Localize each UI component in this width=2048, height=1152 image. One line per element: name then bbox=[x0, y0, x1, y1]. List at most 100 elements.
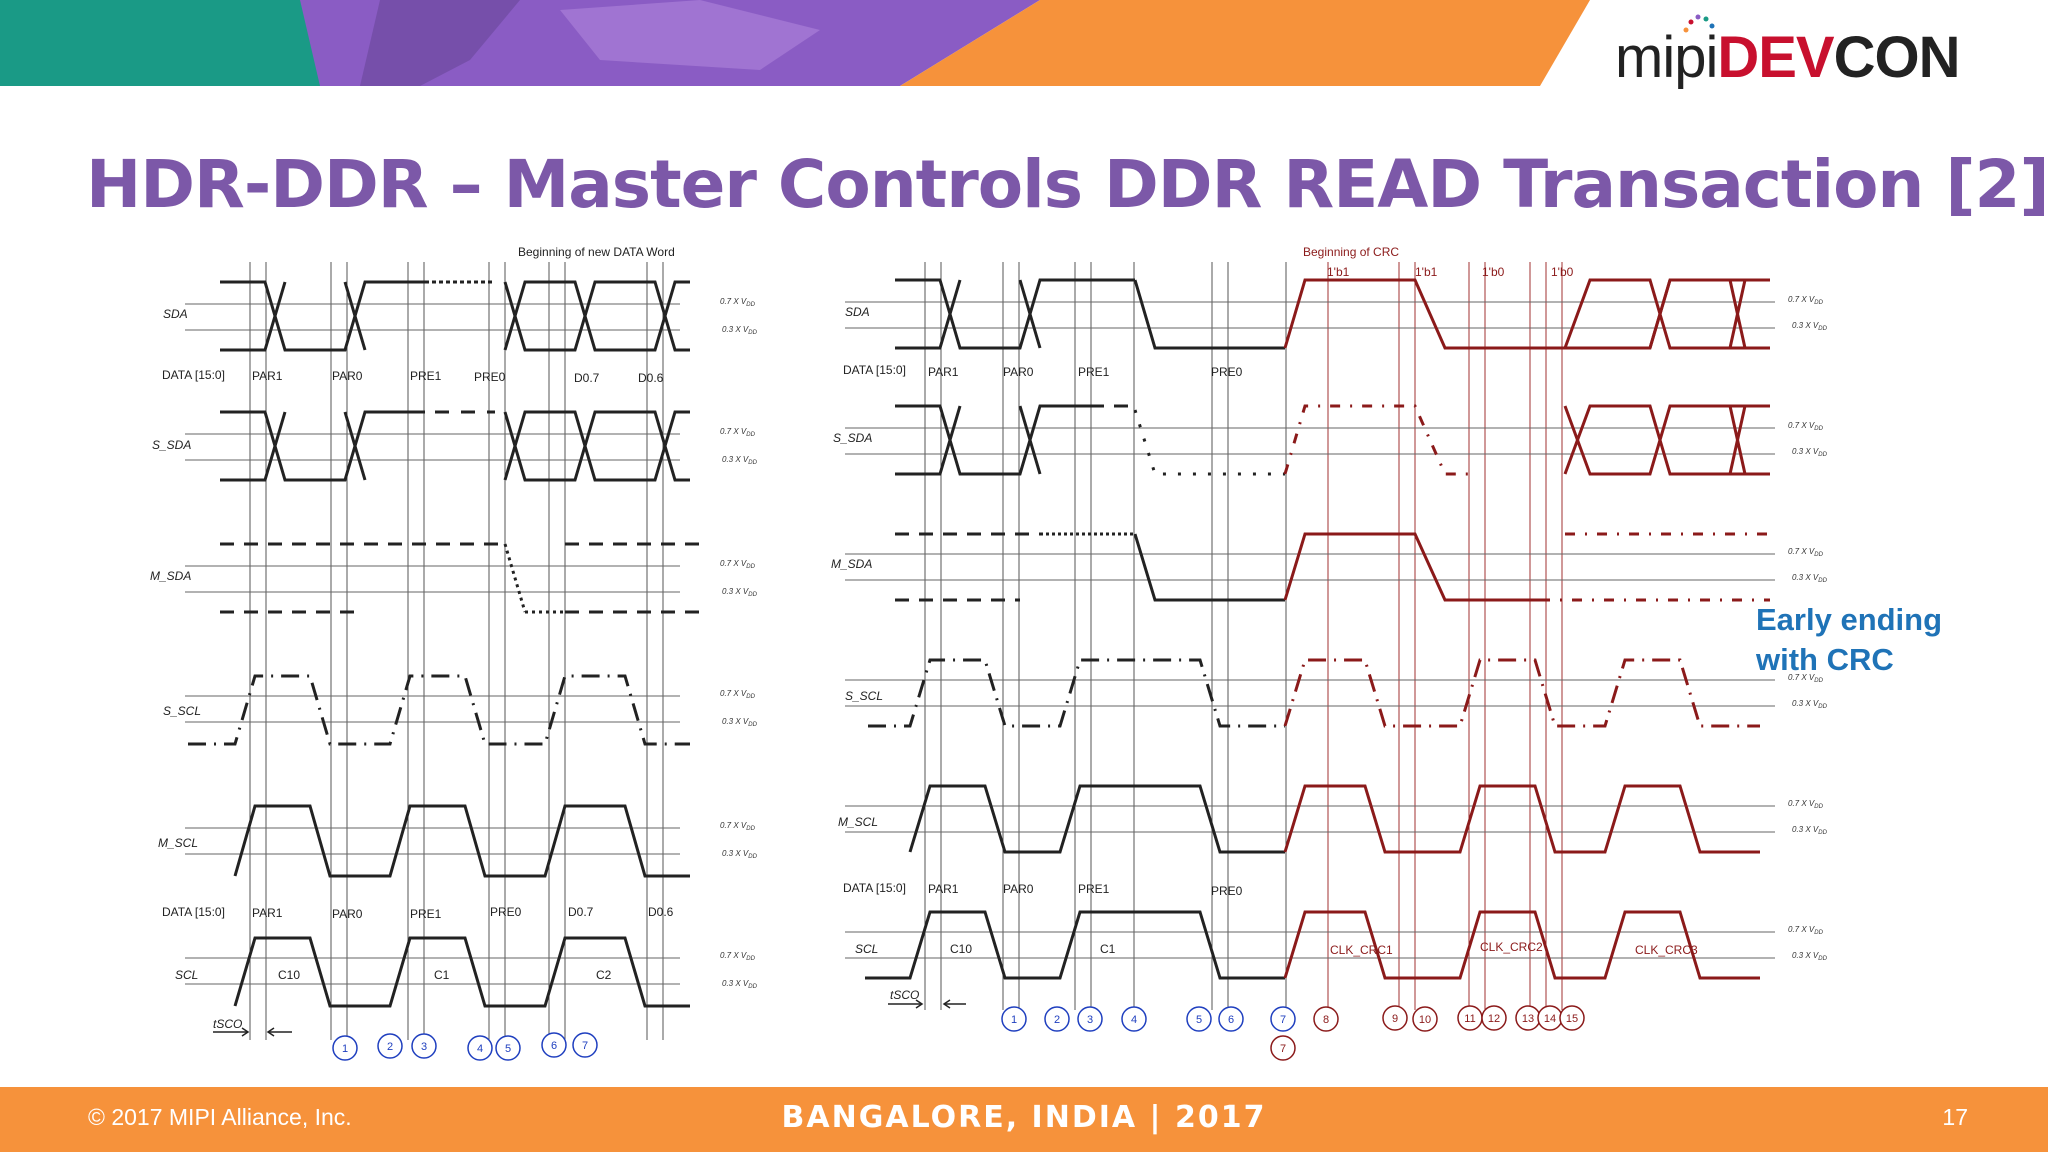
right-data-label-top: DATA [15:0] bbox=[843, 363, 906, 377]
step-marker-label: 7 bbox=[1280, 1043, 1286, 1055]
right-bit-label: 1'b0 bbox=[1482, 265, 1505, 279]
right-word-top: PAR0 bbox=[1003, 365, 1034, 379]
right-word-top: PRE1 bbox=[1078, 365, 1110, 379]
threshold-label: 0.3 X VDD bbox=[722, 455, 758, 466]
voltage-threshold-labels: 0.7 X VDD 0.3 X VDD 0.7 X VDD 0.3 X VDD 0.7 … bbox=[720, 295, 1828, 990]
step-marker bbox=[1218, 1006, 1244, 1032]
left-word-top: PRE1 bbox=[410, 369, 442, 383]
left-word-top: D0.6 bbox=[638, 371, 664, 385]
step-marker bbox=[1077, 1006, 1103, 1032]
logo-dev: DEV bbox=[1717, 25, 1834, 90]
left-word-bottom: D0.7 bbox=[568, 905, 594, 919]
logo-dots-icon bbox=[1683, 14, 1715, 33]
early-ending-note: Early ending with CRC bbox=[1756, 600, 2006, 680]
step-marker-label: 12 bbox=[1488, 1013, 1500, 1025]
threshold-label: 0.3 X VDD bbox=[1792, 573, 1828, 584]
step-marker-label: 4 bbox=[477, 1043, 483, 1055]
step-marker bbox=[1001, 1006, 1027, 1032]
left-word-top: PRE0 bbox=[474, 370, 506, 384]
right-clock-label: C1 bbox=[1100, 942, 1116, 956]
threshold-label: 0.3 X VDD bbox=[1792, 321, 1828, 332]
right-sig-s-scl: S_SCL bbox=[845, 689, 883, 703]
step-marker bbox=[332, 1035, 358, 1061]
threshold-label: 0.7 X VDD bbox=[1788, 673, 1824, 684]
step-marker-label: 5 bbox=[1196, 1014, 1202, 1026]
threshold-label: 0.7 X VDD bbox=[720, 427, 756, 438]
step-marker bbox=[1481, 1005, 1507, 1031]
left-word-top: D0.7 bbox=[574, 371, 600, 385]
right-word-bottom: PRE0 bbox=[1211, 884, 1243, 898]
step-marker bbox=[377, 1033, 403, 1059]
step-marker-label: 14 bbox=[1544, 1013, 1556, 1025]
step-marker-label: 6 bbox=[551, 1040, 557, 1052]
step-marker bbox=[572, 1032, 598, 1058]
left-data-label-bottom: DATA [15:0] bbox=[162, 905, 225, 919]
right-word-top: PAR1 bbox=[928, 365, 959, 379]
step-marker bbox=[411, 1033, 437, 1059]
left-word-bottom: PAR0 bbox=[332, 907, 363, 921]
step-marker bbox=[1186, 1006, 1212, 1032]
right-sig-m-sda: M_SDA bbox=[831, 557, 872, 571]
top-banner bbox=[0, 0, 1590, 86]
slide-title: HDR-DDR – Master Controls DDR READ Trans… bbox=[86, 146, 2048, 223]
step-marker bbox=[1412, 1006, 1438, 1032]
right-bit-label: 1'b1 bbox=[1327, 265, 1350, 279]
step-marker bbox=[1313, 1006, 1339, 1032]
step-marker bbox=[1270, 1006, 1296, 1032]
left-top-label: Beginning of new DATA Word bbox=[518, 245, 675, 259]
left-sig-s-sda: S_SDA bbox=[152, 438, 191, 452]
step-marker-label: 8 bbox=[1323, 1014, 1329, 1026]
step-marker bbox=[467, 1035, 493, 1061]
step-marker-label: 13 bbox=[1522, 1013, 1534, 1025]
left-clock-label: C2 bbox=[596, 968, 612, 982]
event-name: BANGALORE, INDIA | 2017 bbox=[781, 1100, 1267, 1135]
note-line-1: Early ending bbox=[1756, 602, 1943, 637]
threshold-label: 0.7 X VDD bbox=[1788, 547, 1824, 558]
threshold-label: 0.7 X VDD bbox=[1788, 421, 1824, 432]
left-clock-label: C10 bbox=[278, 968, 300, 982]
left-sig-sda: SDA bbox=[163, 307, 188, 321]
right-bit-label: 1'b0 bbox=[1551, 265, 1574, 279]
note-line-2: with CRC bbox=[1756, 642, 1894, 677]
left-timing-diagram bbox=[185, 262, 700, 1040]
step-marker-label: 6 bbox=[1228, 1014, 1234, 1026]
left-diagram-labels: Beginning of new DATA Word SDA S_SDA M_S… bbox=[150, 245, 675, 1031]
page-number: 17 bbox=[1942, 1104, 1968, 1130]
left-sig-m-sda: M_SDA bbox=[150, 569, 191, 583]
left-sig-scl: SCL bbox=[175, 968, 198, 982]
step-marker-label: 10 bbox=[1419, 1014, 1431, 1026]
mipi-devcon-logo: mipi DEV CON bbox=[1615, 24, 1960, 94]
step-marker-label: 1 bbox=[1011, 1014, 1017, 1026]
step-marker-label: 1 bbox=[342, 1043, 348, 1055]
threshold-label: 0.3 X VDD bbox=[1792, 447, 1828, 458]
right-sig-m-scl: M_SCL bbox=[838, 815, 878, 829]
step-marker-label: 2 bbox=[1054, 1014, 1060, 1026]
right-tsco: tSCO bbox=[890, 988, 919, 1002]
threshold-label: 0.7 X VDD bbox=[1788, 295, 1824, 306]
step-markers: 1 2 3 4 5 6 71 2 3 4 5 6 7 8 9 10 11 12 13 14 157 bbox=[332, 1005, 1585, 1061]
threshold-label: 0.3 X VDD bbox=[1792, 825, 1828, 836]
threshold-label: 0.3 X VDD bbox=[722, 849, 758, 860]
footer-bar: © 2017 MIPI Alliance, Inc. BANGALORE, IN… bbox=[0, 1087, 2048, 1152]
threshold-label: 0.3 X VDD bbox=[722, 325, 758, 336]
threshold-label: 0.7 X VDD bbox=[720, 951, 756, 962]
step-marker bbox=[1121, 1006, 1147, 1032]
step-marker bbox=[1382, 1005, 1408, 1031]
right-top-label: Beginning of CRC bbox=[1303, 245, 1399, 259]
step-marker-label: 4 bbox=[1131, 1014, 1137, 1026]
threshold-label: 0.3 X VDD bbox=[1792, 699, 1828, 710]
left-word-top: PAR0 bbox=[332, 369, 363, 383]
right-data-label-bottom: DATA [15:0] bbox=[843, 881, 906, 895]
left-tsco: tSCO bbox=[213, 1017, 242, 1031]
step-marker-label: 2 bbox=[387, 1041, 393, 1053]
step-marker-label: 11 bbox=[1464, 1013, 1475, 1025]
left-clock-label: C1 bbox=[434, 968, 450, 982]
left-data-label-top: DATA [15:0] bbox=[162, 368, 225, 382]
left-word-top: PAR1 bbox=[252, 369, 283, 383]
step-marker-label: 7 bbox=[582, 1040, 588, 1052]
step-marker-label: 9 bbox=[1392, 1013, 1398, 1025]
right-clock-label: CLK_CRC3 bbox=[1635, 943, 1698, 957]
left-word-bottom: PRE0 bbox=[490, 905, 522, 919]
right-sig-sda: SDA bbox=[845, 305, 870, 319]
threshold-label: 0.3 X VDD bbox=[722, 587, 758, 598]
